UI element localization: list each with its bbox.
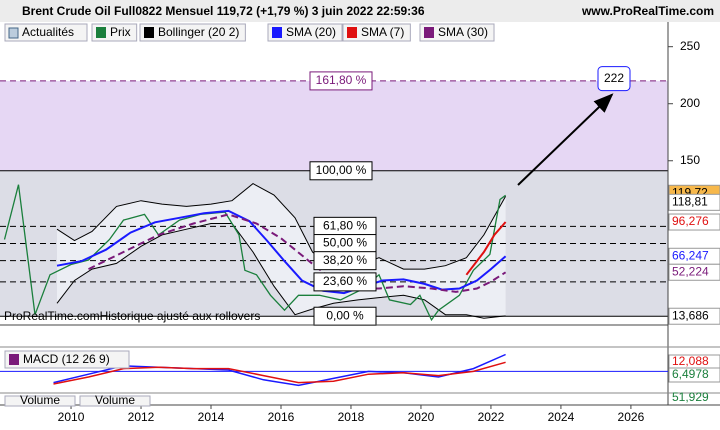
bollinger-fill <box>57 183 506 319</box>
price-label-box <box>668 263 720 281</box>
legend-label: Prix <box>110 25 131 39</box>
y-tick-label: 200 <box>680 96 700 110</box>
volume-legend: Volume <box>95 393 135 407</box>
price-label-box <box>668 193 720 211</box>
legend-swatch <box>272 27 282 38</box>
fib-label: 0,00 % <box>326 308 364 322</box>
header-bar <box>0 0 720 22</box>
price-label: 66,247 <box>672 248 709 262</box>
fib-zone <box>0 80 668 171</box>
target-arrow <box>517 93 614 186</box>
fib-label: 50,00 % <box>323 236 367 250</box>
legend-label: SMA (20) <box>286 25 336 39</box>
price-label: 13,686 <box>672 308 709 322</box>
price-label: 118,81 <box>672 194 708 208</box>
series-line <box>465 221 507 276</box>
x-tick-label: 2026 <box>618 410 645 424</box>
volume-box <box>4 395 76 407</box>
y-tick-label: 250 <box>680 39 700 53</box>
price-label: 6,4978 <box>672 367 709 381</box>
series-line <box>3 184 506 322</box>
fib-label: 161,80 % <box>316 73 367 87</box>
legend-swatch <box>424 27 434 38</box>
legend-swatch <box>96 27 106 38</box>
fib-label-box <box>313 272 377 292</box>
legend-swatch <box>144 27 154 38</box>
overlay: 161,80 % 100,00 % 61,80 % 50,00 % 38,20 % 23,… <box>91 23 631 326</box>
fib-label-box <box>309 71 373 91</box>
news-button[interactable] <box>4 23 88 42</box>
x-tick-label: 2016 <box>268 410 295 424</box>
fib-label: 38,20 % <box>323 253 367 267</box>
series-line <box>56 209 507 295</box>
volume-box <box>79 395 151 407</box>
price-label-box <box>668 213 720 231</box>
x-tick-label: 2014 <box>198 410 225 424</box>
bollinger-upper <box>56 183 507 270</box>
macd-legend-box <box>4 350 130 369</box>
x-tick-label: 2018 <box>338 410 365 424</box>
fib-label: 61,80 % <box>323 219 367 233</box>
x-tick-label: 2012 <box>128 410 155 424</box>
price-label: 51,929 <box>672 390 709 404</box>
fib-label-box <box>313 251 377 271</box>
legend-swatch <box>347 27 357 38</box>
y-tick-label: 150 <box>680 153 700 167</box>
fib-label: 23,60 % <box>323 274 367 288</box>
news-label[interactable]: Actualités <box>22 25 74 39</box>
legend-box <box>139 23 246 42</box>
x-tick-label: 2010 <box>58 410 85 424</box>
header-site: www.ProRealTime.com <box>581 4 714 18</box>
fib-label-box <box>309 161 373 181</box>
fib-label: 100,00 % <box>316 163 367 177</box>
header-title: Brent Crude Oil Full0822 Mensuel 119,72 … <box>22 4 425 18</box>
footnote: ProRealTime.comHistorique ajusté aux rol… <box>4 309 260 323</box>
price-pane <box>0 80 668 322</box>
price-label-box <box>668 367 720 383</box>
price-label: 96,276 <box>672 214 709 228</box>
bollinger-lower <box>56 223 506 319</box>
macd-swatch <box>9 354 19 365</box>
legend-label: SMA (7) <box>361 25 404 39</box>
x-tick-label: 2020 <box>408 410 435 424</box>
legend-box <box>342 23 411 42</box>
legend-label: SMA (30) <box>438 25 488 39</box>
target-label: 222 <box>604 71 624 85</box>
x-tick-label: 2024 <box>548 410 575 424</box>
price-label: 12,088 <box>672 354 709 368</box>
news-icon <box>8 27 19 39</box>
x-tick-label: 2022 <box>478 410 505 424</box>
price-label-box <box>668 307 720 325</box>
legend-box <box>419 23 495 42</box>
legend-label: Bollinger (20 2) <box>158 25 239 39</box>
macd-title: MACD (12 26 9) <box>23 352 110 366</box>
target-box <box>597 66 631 92</box>
volume-title: Volume <box>20 393 60 407</box>
price-label: 52,224 <box>672 264 709 278</box>
legend-box <box>267 23 343 42</box>
